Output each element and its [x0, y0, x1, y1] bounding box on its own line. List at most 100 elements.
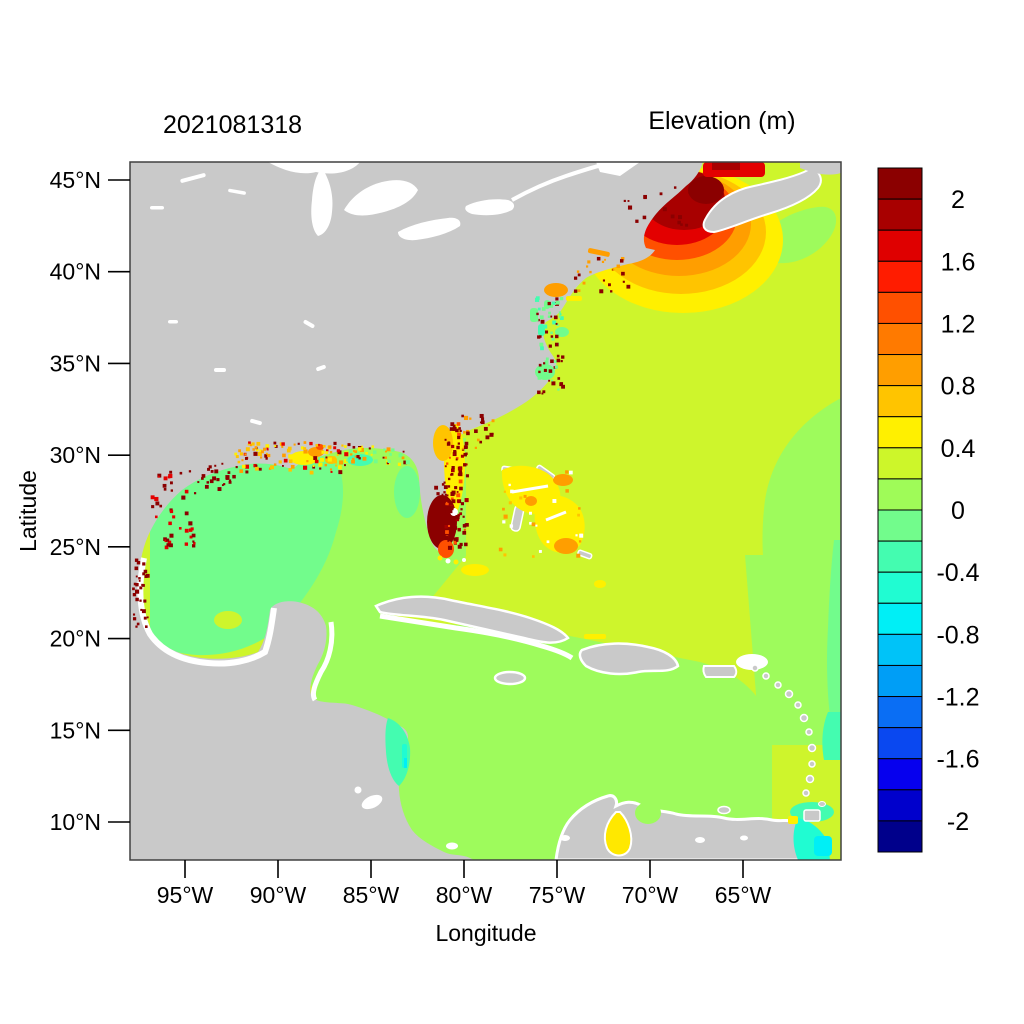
- colorbar-cell: [877, 385, 923, 418]
- x-tick-label: 65°W: [715, 882, 772, 908]
- st-lawrence-river: [511, 163, 603, 202]
- honduras-teal-patch: [385, 718, 411, 786]
- y-axis-label: Latitude: [15, 470, 41, 552]
- lake-ontario: [465, 199, 515, 216]
- long-island-orange-sliver: [587, 248, 610, 257]
- south-of-cuba-white-fringe: [379, 613, 574, 661]
- x-tick-label: 70°W: [622, 882, 679, 908]
- st-lawrence-estuary: [596, 162, 640, 176]
- colorbar-cell: [877, 416, 923, 449]
- right-edge-green-strip: [827, 540, 841, 725]
- y-tick-label: 40°N: [50, 259, 101, 285]
- colorbar-cell: [877, 758, 923, 791]
- bahama-banks-patches: [461, 465, 606, 639]
- x-tick-label: 85°W: [343, 882, 400, 908]
- antilles-east-water: [745, 555, 841, 745]
- colorbar-tick-label: -0.4: [936, 559, 979, 587]
- x-axis-label: Longitude: [435, 920, 536, 946]
- big-bend-green-patch: [394, 466, 420, 518]
- colorbar-cell: [877, 509, 923, 542]
- colorbar-tick-label: -1.2: [936, 684, 979, 712]
- y-tick-label: 10°N: [50, 809, 101, 835]
- panama-lake: [446, 842, 458, 850]
- colorbar-cell: [877, 727, 923, 760]
- colorbar-tick-label: 1.2: [941, 310, 976, 338]
- y-tick-label: 30°N: [50, 442, 101, 468]
- colorbar-tick-label: -1.6: [936, 746, 979, 774]
- hispaniola-island: [578, 642, 680, 676]
- puerto-rico-island: [702, 665, 738, 678]
- jamaica-island: [493, 670, 527, 686]
- map-canvas: [130, 162, 841, 860]
- nova-scotia-island: [702, 166, 822, 234]
- y-tick-label: 25°N: [50, 534, 101, 560]
- virgin-islands-white-halo: [736, 654, 768, 670]
- colorbar-cell: [877, 322, 923, 356]
- inland-white-marks: [150, 173, 326, 426]
- lake-maracaibo: [603, 811, 633, 857]
- trinidad-orinoco-corner: [788, 801, 834, 860]
- central-america-lakes: [354, 786, 458, 850]
- gulf-st-lawrence-darkred: [712, 162, 740, 170]
- colorbar-cell: [877, 696, 923, 729]
- y-tick-label: 35°N: [50, 350, 101, 376]
- hotspot-core-bay-of-fundy: [688, 176, 724, 204]
- colorbar-cell: [877, 540, 923, 573]
- colorbar-cell: [877, 260, 923, 293]
- y-tick-label: 20°N: [50, 626, 101, 652]
- lesser-antilles-islands: [717, 664, 817, 815]
- coastal-speckles: [132, 186, 691, 628]
- plot-border: [129, 161, 842, 861]
- colorbar-cell: [877, 354, 923, 387]
- campeche-chartreuse-spot: [214, 611, 242, 629]
- lake-michigan: [311, 168, 333, 236]
- colorbar-cell: [877, 229, 923, 262]
- x-tick-label: 80°W: [436, 882, 493, 908]
- colorbar-title: Elevation (m): [648, 107, 795, 135]
- colorbar-cell: [877, 664, 923, 698]
- colorbar-tick-label: 0: [951, 497, 965, 525]
- y-tick-label: 45°N: [50, 167, 101, 193]
- colorbar-cell: [877, 447, 923, 480]
- right-edge-aqua-strip: [822, 712, 841, 760]
- colorbar-cell: [877, 291, 923, 324]
- florida-keys: [437, 555, 466, 565]
- colorbar-tick-label: 0.4: [941, 435, 976, 463]
- lake-nicaragua: [361, 794, 383, 810]
- x-axis-ticks: 95°W 90°W 85°W 80°W 75°W 70°W 65°W: [157, 860, 772, 908]
- yucatan-east-white-fringe: [310, 621, 335, 702]
- y-axis-ticks: 45°N 40°N 35°N 30°N 25°N 20°N 15°N 10°N: [50, 167, 130, 835]
- lake-managua: [354, 786, 362, 794]
- run-timestamp-title: 2021081318: [163, 111, 302, 139]
- nj-yellow-sliver: [566, 296, 582, 301]
- delaware-bay-orange-patch: [544, 283, 568, 297]
- colorbar-cell: [877, 820, 923, 853]
- colorbar-cell: [877, 571, 923, 604]
- y-tick-label: 15°N: [50, 717, 101, 743]
- lake-erie: [398, 217, 461, 241]
- colorbar-cell: [877, 167, 923, 200]
- colorbar-cell: [877, 633, 923, 666]
- lake-huron: [344, 180, 418, 216]
- x-tick-label: 75°W: [529, 882, 586, 908]
- cuba-island: [374, 595, 570, 644]
- colorbar-tick-label: 1.6: [941, 248, 976, 276]
- louisiana-delta-patches: [290, 444, 337, 465]
- x-tick-label: 90°W: [250, 882, 307, 908]
- newfoundland-corner-land: [800, 162, 841, 175]
- colorbar-tick-label: -0.8: [936, 621, 979, 649]
- georgia-florida-amber-core: [433, 425, 453, 461]
- colorbar-cell: [877, 789, 923, 822]
- north-america-land: [130, 162, 703, 860]
- colorbar-cell: [877, 198, 923, 231]
- x-tick-label: 95°W: [157, 882, 214, 908]
- colorbar-cell: [877, 602, 923, 635]
- colorbar-tick-label: -2: [947, 808, 969, 836]
- caribbean-sea: [300, 618, 772, 860]
- lake-superior: [268, 162, 360, 174]
- colorbar-cell: [877, 478, 923, 511]
- great-lakes: [268, 162, 515, 241]
- venezuela-details: [560, 802, 748, 857]
